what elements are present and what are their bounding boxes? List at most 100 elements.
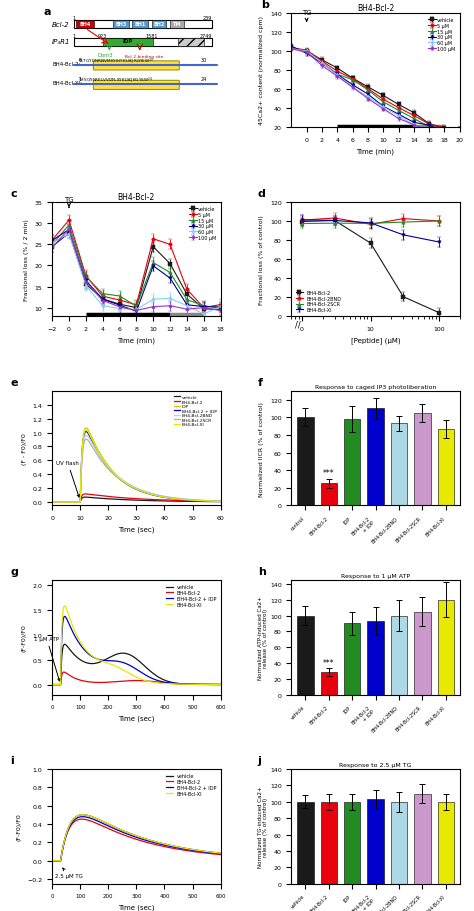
vehicle <box>182 843 188 854</box>
BH4-Bcl-2 <box>165 495 171 506</box>
BH4-Bcl-2BND <box>83 431 89 442</box>
vehicle <box>58 855 64 865</box>
X-axis label: Time (min): Time (min) <box>356 148 394 155</box>
Text: j: j <box>258 755 262 765</box>
BH4-Bcl-2 + IDP <box>118 475 123 486</box>
BH4-Bcl-2 + IDP <box>131 662 137 673</box>
Bar <box>170 21 184 29</box>
Text: 239: 239 <box>203 16 212 21</box>
BH4-Bcl-2 <box>218 680 223 691</box>
FancyBboxPatch shape <box>93 62 179 71</box>
Line: BH4-Bcl-2SCR: BH4-Bcl-2SCR <box>52 440 220 503</box>
Bar <box>74 21 212 29</box>
Title: Response to 1 μM ATP: Response to 1 μM ATP <box>341 574 410 578</box>
BH4-Bcl-2 <box>49 680 55 691</box>
BH4-Bcl-2 <box>182 844 188 855</box>
vehicle <box>182 679 188 690</box>
Bar <box>113 21 129 29</box>
Text: b: b <box>261 0 269 10</box>
Line: BH4-Bcl-2 + IDP: BH4-Bcl-2 + IDP <box>52 817 220 861</box>
BH4-Bcl-2SCR <box>83 435 89 445</box>
Text: Bcl-2-binding site: Bcl-2-binding site <box>125 55 163 58</box>
IDP <box>218 496 223 507</box>
Bar <box>344 624 360 695</box>
Bar <box>74 38 212 46</box>
Bar <box>391 802 407 884</box>
Text: c: c <box>10 189 17 199</box>
BH4-Bcl-2BND <box>184 494 190 505</box>
BH4-Bcl-2 <box>49 497 55 508</box>
Text: 2.5 μM TG: 2.5 μM TG <box>55 868 83 878</box>
BH4-Bcl-2 + IDP <box>213 680 219 691</box>
BH4-Bcl-Xl <box>118 474 123 485</box>
Text: $\mathsf{^1MSQSNRELVVDFLSYKLSQKGYSW^{24}}$: $\mathsf{^1MSQSNRELVVDFLSYKLSQKGYSW^{24}… <box>78 76 153 85</box>
BH4-Bcl-Xl <box>83 425 89 436</box>
Bar <box>344 802 360 884</box>
BH4-Bcl-2 <box>131 834 137 844</box>
BH4-Bcl-2 + IDP <box>62 611 67 622</box>
Text: ***: *** <box>323 468 335 477</box>
Text: i: i <box>10 755 14 765</box>
Line: vehicle: vehicle <box>52 645 220 685</box>
Y-axis label: Normalized TG-induced Ca2+
release (% of control): Normalized TG-induced Ca2+ release (% of… <box>258 785 268 867</box>
BH4-Bcl-2SCR <box>184 495 190 506</box>
BH4-Bcl-2 <box>58 855 64 865</box>
vehicle <box>218 848 223 859</box>
vehicle <box>127 828 133 839</box>
Bar <box>438 600 454 695</box>
BH4-Bcl-Xl <box>131 830 137 841</box>
BH4-Bcl-2 + IDP <box>213 848 219 859</box>
BH4-Bcl-2 + IDP <box>127 830 133 841</box>
BH4-Bcl-2BND <box>218 496 223 507</box>
vehicle <box>213 680 219 691</box>
BH4-Bcl-2 <box>131 675 137 686</box>
Title: BH4-Bcl-2: BH4-Bcl-2 <box>357 4 394 13</box>
BH4-Bcl-2 + IDP <box>165 493 171 504</box>
BH4-Bcl-2 <box>181 496 186 507</box>
BH4-Bcl-2 + IDP <box>184 495 190 506</box>
BH4-Bcl-2SCR <box>165 492 171 503</box>
Text: 1: 1 <box>73 16 75 21</box>
BH4-Bcl-2SCR <box>218 496 223 507</box>
X-axis label: Time (sec): Time (sec) <box>118 527 155 533</box>
Bar <box>320 484 337 506</box>
BH4-Bcl-2BND <box>124 477 129 488</box>
Legend: vehicle, BH4-Bcl-2, IDP, BH4-Bcl-2 + IDP, BH4-Bcl-2BND, BH4-Bcl-2SCR, BH4-Bcl-Xl: vehicle, BH4-Bcl-2, IDP, BH4-Bcl-2 + IDP… <box>172 394 219 428</box>
BH4-Bcl-2 <box>213 680 219 691</box>
vehicle <box>131 830 137 841</box>
BH4-Bcl-Xl <box>218 680 223 691</box>
BH4-Bcl-2 + IDP <box>58 855 64 865</box>
Y-axis label: (F - F0)/F0: (F - F0)/F0 <box>22 433 27 465</box>
X-axis label: Time (sec): Time (sec) <box>118 715 155 722</box>
Y-axis label: (F-F0)/F0: (F-F0)/F0 <box>22 624 27 651</box>
Line: BH4-Bcl-Xl: BH4-Bcl-Xl <box>52 814 220 861</box>
IDP <box>184 495 190 506</box>
FancyBboxPatch shape <box>93 81 179 90</box>
BH4-Bcl-Xl <box>58 855 64 865</box>
Bar <box>391 424 407 506</box>
Line: IDP: IDP <box>52 428 220 503</box>
Text: 30: 30 <box>201 57 207 63</box>
vehicle <box>213 847 219 858</box>
Bar <box>344 420 360 506</box>
BH4-Bcl-2 + IDP <box>49 680 55 691</box>
Y-axis label: 45Ca2+ content (normalized cpm): 45Ca2+ content (normalized cpm) <box>259 16 264 126</box>
vehicle <box>66 497 72 508</box>
vehicle <box>49 680 55 691</box>
Text: h: h <box>258 567 265 577</box>
Bar <box>179 38 204 46</box>
BH4-Bcl-2 + IDP <box>213 680 219 691</box>
BH4-Bcl-2 + IDP <box>218 680 223 691</box>
Line: BH4-Bcl-2 + IDP: BH4-Bcl-2 + IDP <box>52 617 220 685</box>
Bar <box>297 418 314 506</box>
Line: BH4-Bcl-Xl: BH4-Bcl-Xl <box>52 606 220 685</box>
BH4-Bcl-2 + IDP <box>66 497 72 508</box>
X-axis label: Time (sec): Time (sec) <box>118 904 155 910</box>
Text: f: f <box>258 378 263 388</box>
BH4-Bcl-Xl <box>213 680 219 691</box>
Bar <box>438 429 454 506</box>
BH4-Bcl-2SCR <box>181 494 186 505</box>
IDP <box>49 497 55 508</box>
Title: Response to 2.5 μM TG: Response to 2.5 μM TG <box>339 763 412 767</box>
Text: BH3: BH3 <box>115 23 127 27</box>
